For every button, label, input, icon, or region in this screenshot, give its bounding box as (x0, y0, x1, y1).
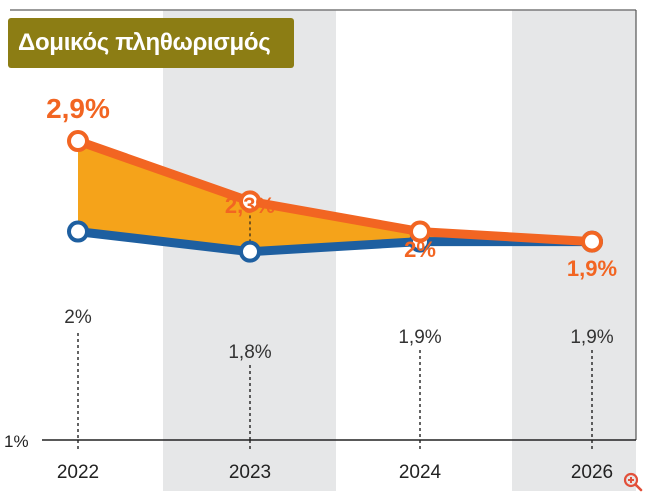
x-tick-label: 2023 (229, 462, 271, 483)
zoom-in-icon[interactable] (623, 472, 643, 492)
lower-data-label: 2% (64, 307, 92, 328)
series-upper-line (76, 136, 593, 247)
upper-data-label: 2,3% (225, 193, 275, 218)
upper-point (239, 190, 261, 213)
y-axis-label: 1% (4, 432, 29, 451)
upper-data-label: 2,9% (46, 93, 110, 124)
x-tick-label: 2026 (571, 462, 613, 483)
upper-data-label: 2% (404, 237, 436, 262)
x-tick-label: 2024 (399, 462, 442, 483)
upper-point (581, 230, 603, 253)
lower-data-label: 1,9% (570, 327, 613, 348)
lower-point (67, 220, 89, 243)
series-lower-line (77, 227, 592, 257)
x-tick-label: 2022 (57, 462, 99, 483)
fill-between-area (78, 141, 592, 252)
lower-point (239, 240, 261, 263)
upper-data-label: 1,9% (567, 256, 617, 281)
shaded-band (512, 10, 636, 491)
lower-data-label: 1,9% (398, 327, 441, 348)
upper-point (67, 130, 89, 153)
upper-point (409, 220, 431, 243)
lower-data-label: 1,8% (228, 342, 271, 363)
chart-title: Δομικός πληθωρισμός (8, 18, 294, 68)
